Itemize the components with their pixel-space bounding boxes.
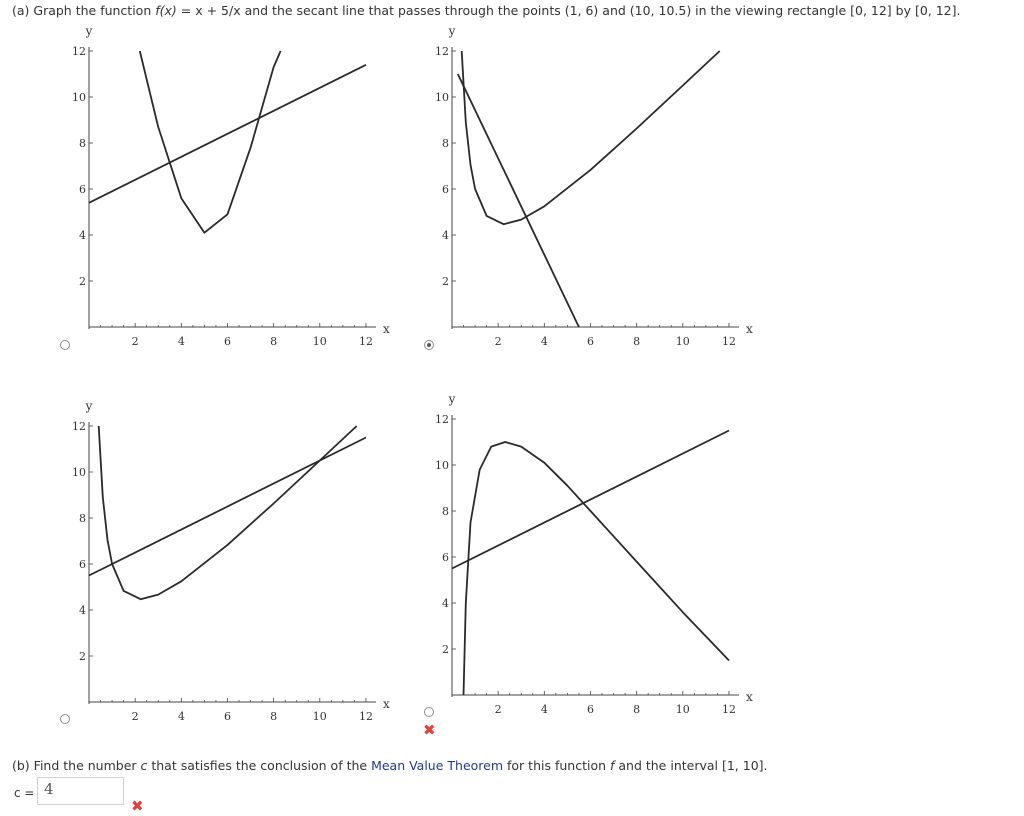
graph4-y-tick-label: 8 [442,505,449,518]
graph3-x-tick-label: 10 [313,710,327,723]
graph2-y-tick-label: 12 [435,45,449,58]
graph2-curve [460,50,721,226]
graph1-x-tick-label: 6 [224,335,231,348]
graph3-x-tick-label: 6 [224,710,231,723]
graph2-y-axis-label: y [448,24,456,38]
graph3-y-tick-label: 2 [79,650,86,663]
graph4-y-tick-label: 12 [435,413,449,426]
graph3-y-axis-label: y [85,399,93,413]
graph4-y-tick-label: 2 [442,643,449,656]
radio-option-1[interactable] [60,340,70,350]
function-name: f(x) [155,3,177,18]
graph3-x-tick-label: 4 [178,710,185,723]
graph2-x-tick-label: 8 [633,335,640,348]
graph2-y-tick-label: 4 [442,229,449,242]
graph3-x-tick-label: 2 [132,710,139,723]
graph4-x-tick-label: 4 [541,703,548,716]
graph4-x-tick-label: 6 [587,703,594,716]
radio-option-3[interactable] [60,714,70,724]
graph2-y-tick-label: 2 [442,275,449,288]
graph4-y-tick-label: 4 [442,597,449,610]
graph1-y-tick-label: 10 [72,91,86,104]
answer-label: c = [14,786,35,800]
mean-value-theorem-link[interactable]: Mean Value Theorem [371,758,504,773]
part-b-question: (b) Find the number c that satisfies the… [12,758,768,773]
radio-option-2[interactable] [424,340,434,350]
graph3-secant-line [88,436,367,577]
graph3-y-tick-label: 8 [79,512,86,525]
graph4-secant-line [451,429,730,570]
answer-input[interactable]: 4 [37,777,124,805]
graph2-secant-line [456,73,580,328]
graph3-y-tick-label: 10 [72,466,86,479]
graph2-y-tick-label: 10 [435,91,449,104]
graph1-secant-line [88,63,367,204]
graph1-y-tick-label: 8 [79,137,86,150]
graph4-y-tick-label: 10 [435,459,449,472]
graph3-y-tick-label: 12 [72,420,86,433]
graph1-y-tick-label: 4 [79,229,86,242]
graph1-y-tick-label: 2 [79,275,86,288]
graph2-x-tick-label: 10 [676,335,690,348]
graph1-y-tick-label: 12 [72,45,86,58]
graph2-x-tick-label: 4 [541,335,548,348]
part-a-question: (a) Graph the function f(x) = x + 5/x an… [12,3,961,18]
graph1-x-axis-label: x [383,322,390,336]
graph4-curve [462,441,730,696]
radio-option-4[interactable] [424,707,434,717]
graph1-curve [138,50,282,234]
graph3-x-tick-label: 8 [270,710,277,723]
graph4-y-tick-label: 6 [442,551,449,564]
graph2-x-tick-label: 2 [495,335,502,348]
graph2-x-tick-label: 12 [722,335,736,348]
graph2-y-tick-label: 8 [442,137,449,150]
graph3-y-tick-label: 4 [79,604,86,617]
graph3-x-tick-label: 12 [359,710,373,723]
graph4-y-axis-label: y [448,392,456,406]
graph1-x-tick-label: 10 [313,335,327,348]
graph1-x-tick-label: 12 [359,335,373,348]
graph4-x-tick-label: 10 [676,703,690,716]
graph1-x-tick-label: 4 [178,335,185,348]
graph4-x-axis-label: x [746,690,753,704]
graph3-y-tick-label: 6 [79,558,86,571]
graph1-y-tick-label: 6 [79,183,86,196]
graph4-x-tick-label: 2 [495,703,502,716]
incorrect-icon: ✖ [423,721,436,739]
graph3-curve [97,425,358,601]
graph1-x-tick-label: 8 [270,335,277,348]
graph4-x-tick-label: 8 [633,703,640,716]
answer-incorrect-icon: ✖ [131,797,144,815]
graph2-x-tick-label: 6 [587,335,594,348]
graph4-x-tick-label: 12 [722,703,736,716]
graph1-y-axis-label: y [85,24,93,38]
graph2-y-tick-label: 6 [442,183,449,196]
graph2-x-axis-label: x [746,322,753,336]
graph1-x-tick-label: 2 [132,335,139,348]
graph3-x-axis-label: x [383,697,390,711]
